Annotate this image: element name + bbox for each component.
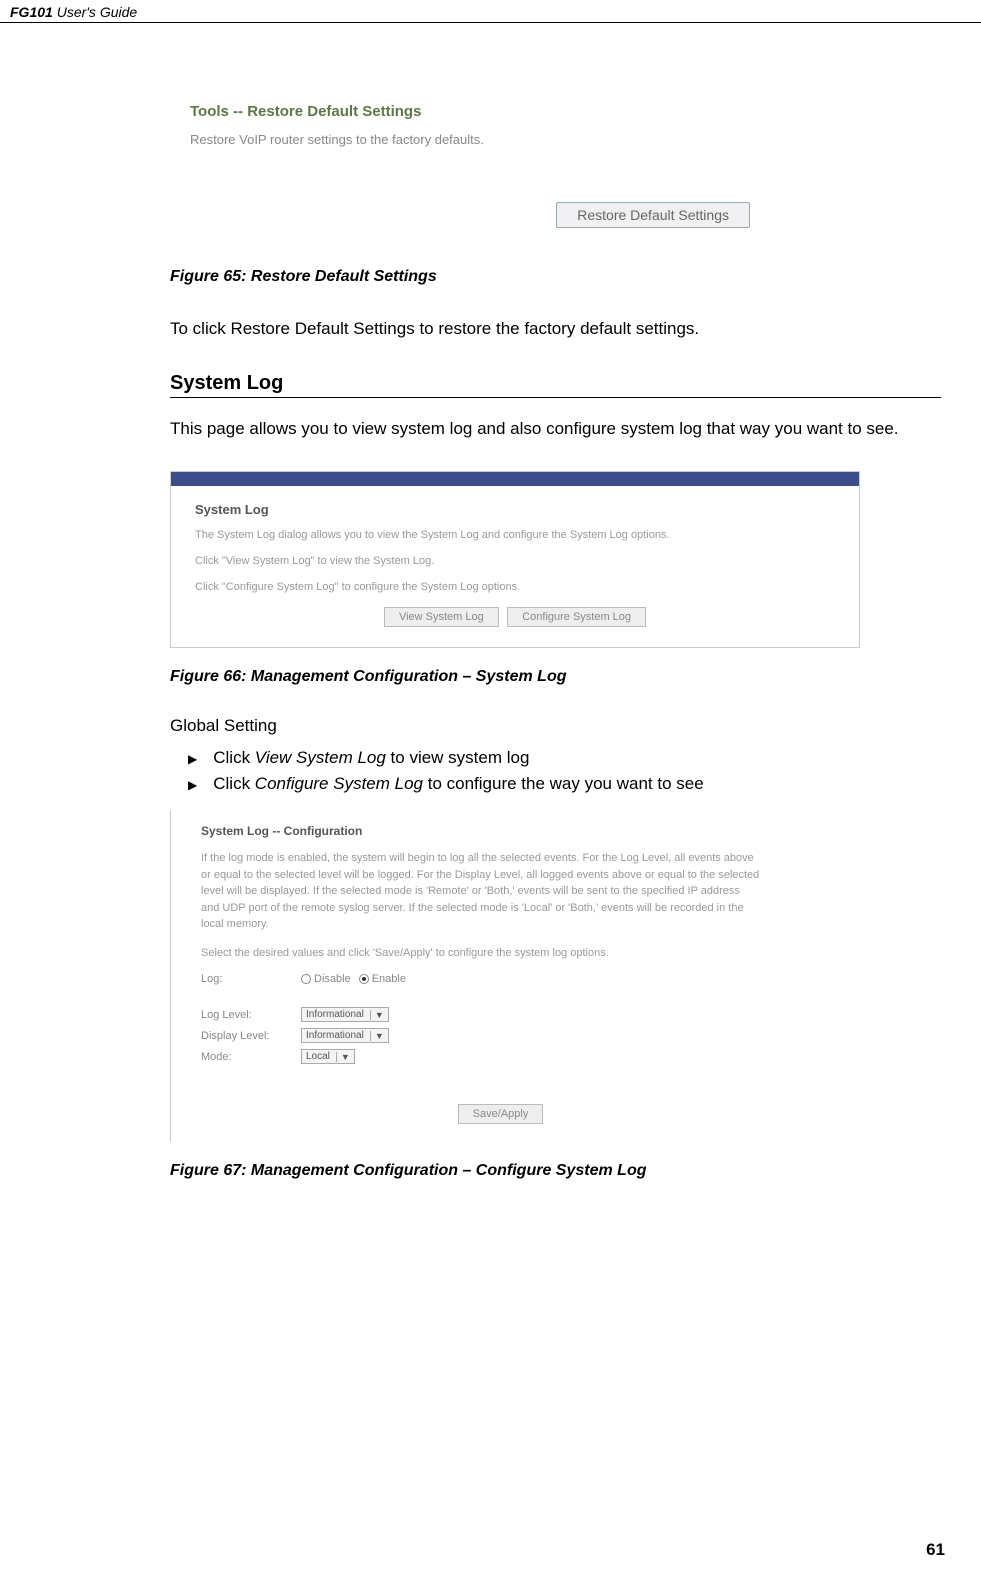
displevel-select[interactable]: Informational ▼: [301, 1028, 389, 1043]
blue-bar: [171, 472, 859, 486]
enable-radio[interactable]: [359, 974, 369, 984]
enable-label: Enable: [372, 973, 406, 985]
restore-desc: Restore VoIP router settings to the fact…: [190, 132, 760, 147]
bullet-2-text: Click Configure System Log to configure …: [213, 774, 703, 794]
mode-row: Mode: Local ▼: [201, 1049, 800, 1064]
restore-instruction: To click Restore Default Settings to res…: [170, 316, 941, 342]
mode-select[interactable]: Local ▼: [301, 1049, 355, 1064]
header-left: FG101 User's Guide: [10, 4, 137, 20]
chevron-down-icon: ▼: [336, 1052, 350, 1062]
figure-65-caption: Figure 65: Restore Default Settings: [170, 268, 941, 286]
view-system-log-button[interactable]: View System Log: [384, 607, 499, 627]
syslog-line1: The System Log dialog allows you to view…: [195, 529, 835, 541]
syslog-screenshot: System Log The System Log dialog allows …: [170, 471, 860, 648]
bullet-2-italic: Configure System Log: [255, 774, 423, 793]
restore-panel: Tools -- Restore Default Settings Restor…: [170, 93, 760, 248]
log-row: Log: Disable Enable: [201, 973, 800, 985]
figure-67-caption: Figure 67: Management Configuration – Co…: [170, 1162, 941, 1180]
syslog-line2: Click "View System Log" to view the Syst…: [195, 555, 835, 567]
loglevel-select[interactable]: Informational ▼: [301, 1007, 389, 1022]
restore-screenshot: Tools -- Restore Default Settings Restor…: [170, 93, 941, 248]
bullet-1-italic: View System Log: [255, 748, 386, 767]
product-name: FG101: [10, 4, 53, 20]
loglevel-row: Log Level: Informational ▼: [201, 1007, 800, 1022]
config-screenshot: System Log -- Configuration If the log m…: [170, 810, 820, 1142]
triangle-icon: ▶: [188, 778, 197, 792]
restore-default-button[interactable]: Restore Default Settings: [556, 202, 750, 228]
displevel-label: Display Level:: [201, 1030, 301, 1042]
loglevel-value: Informational: [306, 1009, 364, 1020]
triangle-icon: ▶: [188, 752, 197, 766]
loglevel-label: Log Level:: [201, 1009, 301, 1021]
disable-radio[interactable]: [301, 974, 311, 984]
bullet-2-post: to configure the way you want to see: [423, 774, 704, 793]
global-setting-label: Global Setting: [170, 716, 941, 736]
configure-system-log-button[interactable]: Configure System Log: [507, 607, 646, 627]
syslog-panel-title: System Log: [195, 502, 835, 517]
page-number: 61: [926, 1540, 945, 1560]
bullet-1-post: to view system log: [386, 748, 530, 767]
displevel-value: Informational: [306, 1030, 364, 1041]
bullet-2-pre: Click: [213, 774, 255, 793]
chevron-down-icon: ▼: [370, 1031, 384, 1041]
displevel-row: Display Level: Informational ▼: [201, 1028, 800, 1043]
bullet-1-text: Click View System Log to view system log: [213, 748, 529, 768]
bullet-2: ▶ Click Configure System Log to configur…: [170, 774, 941, 794]
restore-title: Tools -- Restore Default Settings: [190, 103, 760, 120]
save-apply-button[interactable]: Save/Apply: [458, 1104, 544, 1124]
syslog-intro: This page allows you to view system log …: [170, 416, 941, 442]
page-header: FG101 User's Guide: [0, 0, 981, 23]
bullet-1-pre: Click: [213, 748, 255, 767]
config-title: System Log -- Configuration: [201, 824, 800, 838]
disable-label: Disable: [314, 973, 351, 985]
config-body: If the log mode is enabled, the system w…: [201, 850, 761, 933]
mode-label: Mode:: [201, 1051, 301, 1063]
system-log-heading: System Log: [170, 372, 941, 398]
page-content: Tools -- Restore Default Settings Restor…: [0, 23, 981, 1180]
guide-label: User's Guide: [53, 4, 137, 20]
chevron-down-icon: ▼: [370, 1010, 384, 1020]
mode-value: Local: [306, 1051, 330, 1062]
bullet-1: ▶ Click View System Log to view system l…: [170, 748, 941, 768]
figure-66-caption: Figure 66: Management Configuration – Sy…: [170, 668, 941, 686]
syslog-line3: Click "Configure System Log" to configur…: [195, 581, 835, 593]
log-label: Log:: [201, 973, 301, 985]
config-body2: Select the desired values and click 'Sav…: [201, 945, 761, 962]
